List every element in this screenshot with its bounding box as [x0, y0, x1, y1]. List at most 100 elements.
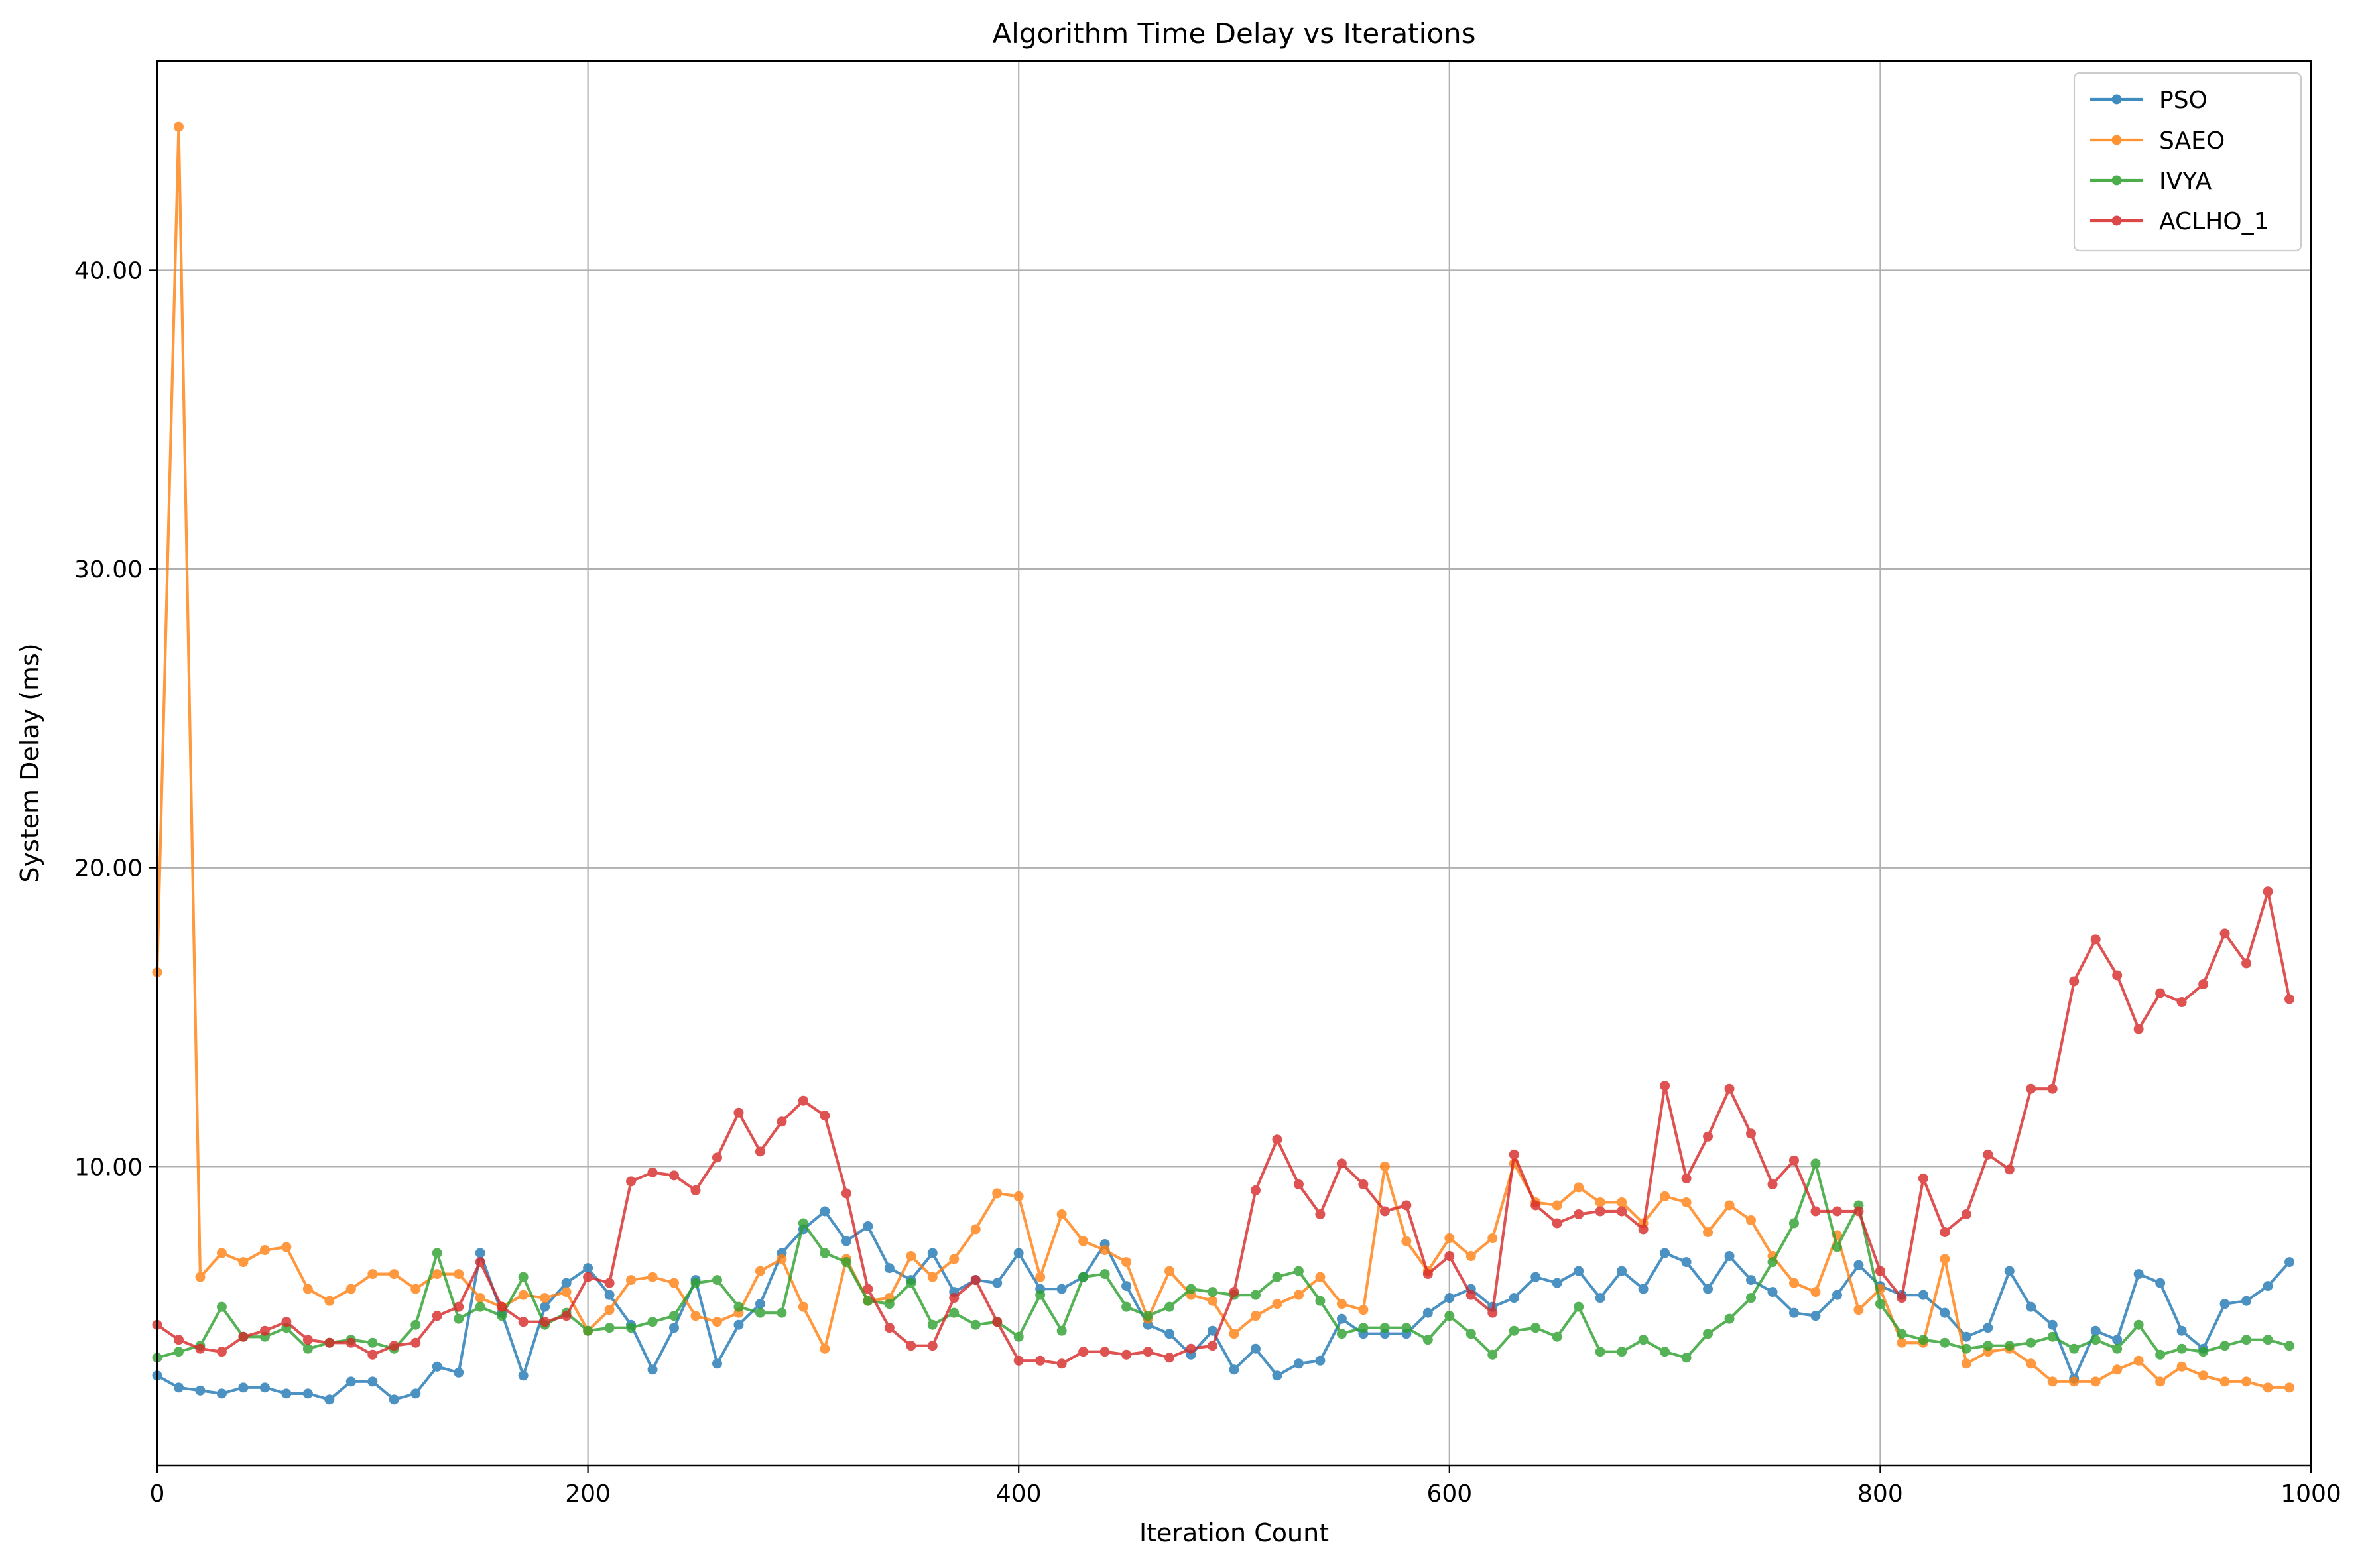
data-point-saeo [2284, 1382, 2295, 1393]
data-point-pso [1660, 1248, 1670, 1258]
data-point-saeo [1660, 1191, 1670, 1201]
legend-label-pso: PSO [2159, 87, 2208, 114]
series-ivya [152, 1158, 2295, 1363]
data-point-saeo [604, 1305, 615, 1315]
data-point-ivya [1013, 1331, 1024, 1342]
data-point-saeo [195, 1272, 206, 1282]
data-point-pso [561, 1278, 572, 1288]
data-point-aclho-1 [497, 1301, 507, 1312]
data-point-ivya [841, 1257, 851, 1268]
data-point-pso [1918, 1290, 1928, 1300]
data-point-ivya [1832, 1242, 1842, 1252]
legend-item-saeo [2090, 135, 2143, 145]
data-point-pso [389, 1394, 399, 1405]
legend-item-aclho-1 [2090, 215, 2143, 226]
data-point-aclho-1 [1035, 1355, 1046, 1366]
data-point-pso [2133, 1269, 2144, 1280]
data-point-aclho-1 [1208, 1341, 1218, 1351]
data-point-pso [733, 1319, 744, 1330]
data-point-ivya [798, 1218, 808, 1229]
data-point-pso [2176, 1325, 2187, 1336]
data-point-aclho-1 [345, 1337, 356, 1348]
data-point-aclho-1 [1617, 1206, 1627, 1217]
data-point-pso [1832, 1290, 1842, 1300]
data-point-ivya [2263, 1335, 2273, 1345]
data-point-pso [432, 1361, 442, 1372]
data-point-aclho-1 [1164, 1353, 1175, 1363]
data-point-ivya [690, 1278, 701, 1288]
data-point-aclho-1 [1272, 1134, 1282, 1145]
data-point-ivya [2069, 1343, 2080, 1354]
data-point-aclho-1 [1530, 1200, 1541, 1211]
data-point-aclho-1 [1293, 1179, 1304, 1189]
data-point-ivya [669, 1311, 680, 1321]
data-point-aclho-1 [1143, 1347, 1153, 1357]
data-point-pso [1940, 1307, 1950, 1318]
data-point-aclho-1 [1767, 1179, 1778, 1189]
data-point-aclho-1 [1422, 1269, 1433, 1280]
data-point-aclho-1 [1444, 1251, 1455, 1262]
data-point-pso [583, 1263, 593, 1274]
data-point-ivya [1186, 1284, 1196, 1294]
data-point-saeo [281, 1242, 292, 1252]
data-point-ivya [1595, 1347, 1605, 1357]
data-point-pso [1272, 1370, 1282, 1381]
data-point-ivya [1681, 1353, 1692, 1363]
data-point-ivya [1724, 1313, 1735, 1324]
data-point-ivya [1875, 1299, 1885, 1309]
data-point-pso [1530, 1272, 1541, 1282]
data-point-aclho-1 [1250, 1185, 1261, 1195]
data-point-pso [1574, 1266, 1584, 1276]
data-point-saeo [1574, 1182, 1584, 1193]
legend-swatch-marker [2111, 215, 2122, 226]
data-point-ivya [1164, 1301, 1175, 1312]
data-point-aclho-1 [2112, 970, 2123, 981]
data-point-ivya [777, 1307, 787, 1318]
data-point-aclho-1 [454, 1301, 464, 1312]
data-point-saeo [2112, 1364, 2123, 1375]
data-point-ivya [1703, 1329, 1714, 1339]
data-point-aclho-1 [1509, 1149, 1519, 1160]
data-point-aclho-1 [1099, 1347, 1110, 1357]
data-point-pso [1121, 1281, 1132, 1292]
data-point-ivya [626, 1323, 637, 1333]
data-point-aclho-1 [1465, 1290, 1476, 1300]
data-point-pso [259, 1382, 270, 1393]
data-point-ivya [1358, 1323, 1369, 1333]
data-point-pso [841, 1236, 851, 1246]
data-point-pso [2047, 1319, 2058, 1330]
data-point-pso [1983, 1323, 1993, 1333]
data-point-saeo [1315, 1272, 1326, 1282]
data-point-pso [173, 1382, 184, 1393]
data-point-aclho-1 [281, 1317, 292, 1327]
data-point-aclho-1 [863, 1284, 873, 1294]
data-point-aclho-1 [1638, 1224, 1649, 1235]
data-point-pso [367, 1376, 378, 1387]
data-point-pso [2155, 1278, 2166, 1288]
data-point-aclho-1 [1724, 1083, 1735, 1094]
data-point-saeo [2198, 1370, 2209, 1381]
data-point-aclho-1 [410, 1337, 421, 1348]
data-point-saeo [1208, 1296, 1218, 1306]
data-point-pso [1013, 1248, 1024, 1258]
data-point-pso [281, 1388, 292, 1399]
data-point-ivya [949, 1307, 960, 1318]
data-point-saeo [755, 1266, 765, 1276]
data-point-pso [2026, 1301, 2036, 1312]
data-point-pso [755, 1299, 765, 1309]
data-point-ivya [1272, 1272, 1282, 1282]
data-point-aclho-1 [2198, 979, 2209, 989]
data-point-saeo [1401, 1236, 1412, 1246]
data-point-aclho-1 [1875, 1266, 1885, 1276]
data-point-aclho-1 [1660, 1081, 1670, 1091]
data-point-saeo [2047, 1376, 2058, 1387]
legend-label-saeo: SAEO [2159, 127, 2225, 154]
data-point-aclho-1 [1487, 1307, 1498, 1318]
data-point-ivya [2241, 1335, 2252, 1345]
data-point-pso [2090, 1325, 2101, 1336]
data-point-pso [1638, 1284, 1649, 1294]
data-point-aclho-1 [583, 1272, 593, 1282]
data-point-pso [2219, 1299, 2230, 1309]
data-point-ivya [1530, 1323, 1541, 1333]
data-point-pso [2263, 1281, 2273, 1292]
